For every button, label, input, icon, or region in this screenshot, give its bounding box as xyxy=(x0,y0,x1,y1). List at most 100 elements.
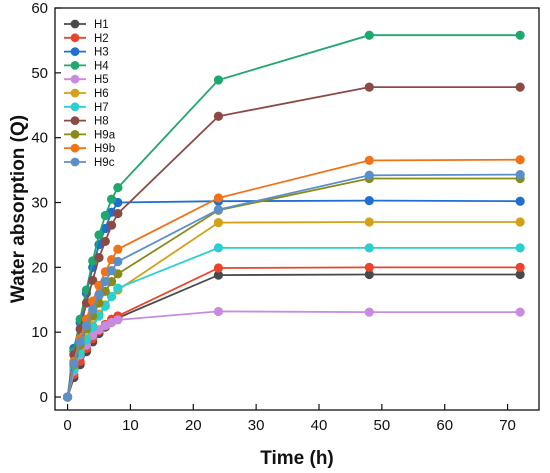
legend-item: H5 xyxy=(64,74,109,86)
x-tick-label: 60 xyxy=(436,417,453,434)
data-point xyxy=(113,208,123,219)
data-point xyxy=(213,193,224,203)
data-point xyxy=(213,75,224,85)
x-tick-label: 70 xyxy=(499,417,516,434)
legend-marker xyxy=(70,19,80,29)
data-point xyxy=(213,263,224,273)
y-tick-label: 40 xyxy=(31,130,48,147)
legend-item: H8 xyxy=(64,116,109,128)
x-axis-title: Time (h) xyxy=(260,448,334,469)
series-h9a xyxy=(62,173,525,402)
data-point xyxy=(213,306,224,317)
legend-marker xyxy=(70,143,80,153)
data-point xyxy=(94,253,104,263)
data-point xyxy=(213,270,224,280)
series-h9c xyxy=(62,170,525,402)
legend-label: H5 xyxy=(94,74,109,86)
data-point xyxy=(106,291,117,302)
x-tick-label: 30 xyxy=(248,417,265,434)
legend-label: H3 xyxy=(94,47,109,59)
data-point xyxy=(213,218,224,228)
x-tick-label: 10 xyxy=(122,417,139,434)
data-point xyxy=(106,194,117,204)
legend-label: H4 xyxy=(94,60,109,72)
legend-label: H7 xyxy=(94,102,109,114)
legend-label: H8 xyxy=(94,116,109,128)
data-point xyxy=(364,82,374,92)
x-tick-label: 50 xyxy=(374,417,391,434)
legend-item: H3 xyxy=(64,47,109,59)
data-point xyxy=(113,244,123,254)
x-tick-label: 20 xyxy=(185,417,202,434)
legend-label: H9a xyxy=(94,129,116,141)
data-point xyxy=(113,256,123,267)
data-point xyxy=(81,321,92,331)
data-point xyxy=(364,170,374,180)
data-point xyxy=(515,196,525,206)
y-axis-title: Water absorption (Q) xyxy=(8,115,29,303)
data-point xyxy=(213,243,224,253)
data-point xyxy=(94,289,104,300)
series-line xyxy=(66,273,521,398)
y-axis: 0 10 20 30 40 50 60 xyxy=(31,0,61,406)
data-point xyxy=(94,311,104,321)
data-point xyxy=(364,217,374,227)
data-point xyxy=(100,277,110,287)
legend-item: H9b xyxy=(64,143,115,155)
data-point xyxy=(88,304,98,315)
data-point xyxy=(106,277,117,287)
y-tick-label: 50 xyxy=(31,65,48,82)
data-point xyxy=(94,230,104,240)
data-point xyxy=(113,315,123,325)
data-point xyxy=(213,111,224,121)
legend-marker xyxy=(70,116,80,125)
data-point xyxy=(88,275,98,285)
data-point xyxy=(100,236,110,247)
x-tick-label: 40 xyxy=(311,417,328,434)
data-point xyxy=(515,170,525,180)
legend-label: H9c xyxy=(94,157,115,169)
series-line xyxy=(66,266,521,398)
legend-marker xyxy=(70,88,80,98)
y-tick-label: 0 xyxy=(40,389,48,406)
data-point xyxy=(364,195,374,206)
series-h3 xyxy=(62,195,525,402)
series-line xyxy=(66,86,521,398)
series-line xyxy=(66,34,521,398)
legend-label: H6 xyxy=(94,88,109,100)
data-point xyxy=(364,307,374,317)
data-point xyxy=(515,262,525,272)
x-axis: 0 10 20 30 40 50 60 70 xyxy=(63,404,516,434)
legend-item: H6 xyxy=(64,88,109,100)
series-line xyxy=(66,310,521,398)
data-point xyxy=(515,30,525,40)
data-point xyxy=(515,217,525,227)
legend-label: H1 xyxy=(94,19,109,31)
data-point xyxy=(515,307,525,317)
data-point xyxy=(106,265,117,276)
data-point xyxy=(113,283,123,293)
data-point xyxy=(100,210,110,221)
series-line xyxy=(66,246,521,398)
data-point xyxy=(364,30,374,40)
legend-marker xyxy=(70,102,80,112)
legend-item: H9a xyxy=(64,129,116,141)
data-point xyxy=(75,337,85,347)
legend-marker xyxy=(70,130,80,139)
data-point xyxy=(364,262,374,272)
data-point xyxy=(106,220,117,230)
legend-item: H2 xyxy=(64,33,109,45)
data-point xyxy=(515,243,525,253)
legend-label: H2 xyxy=(94,33,109,45)
series-h1 xyxy=(62,269,525,402)
y-tick-label: 10 xyxy=(31,324,48,341)
data-point xyxy=(69,358,79,368)
data-point xyxy=(364,155,374,165)
legend-marker xyxy=(70,74,80,84)
data-point xyxy=(113,183,123,193)
data-point xyxy=(364,243,374,253)
legend-marker xyxy=(70,157,80,167)
plot-frame xyxy=(54,7,540,411)
